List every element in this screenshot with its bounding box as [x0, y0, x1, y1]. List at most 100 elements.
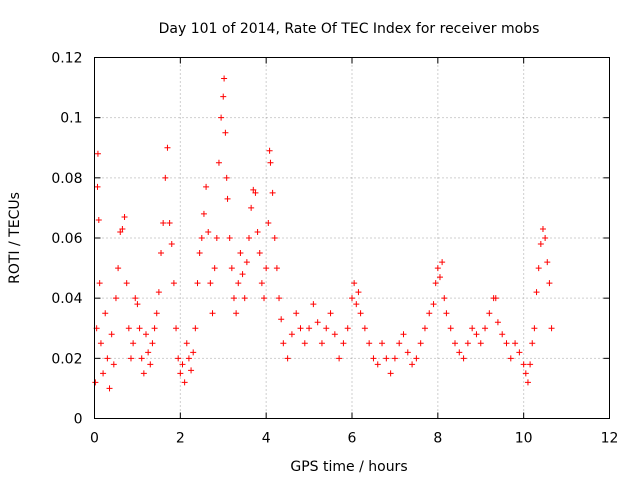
data-point: [361, 325, 368, 332]
data-point: [278, 316, 285, 323]
data-point: [533, 289, 540, 296]
data-point: [529, 340, 536, 347]
data-point: [443, 310, 450, 317]
data-point: [121, 213, 128, 220]
data-point: [254, 228, 261, 235]
data-point: [151, 325, 158, 332]
data-point: [158, 250, 165, 257]
data-point: [241, 295, 248, 302]
data-point: [173, 325, 180, 332]
data-point: [250, 186, 257, 193]
data-point: [409, 361, 416, 368]
data-point: [248, 204, 255, 211]
y-tick-label: 0.08: [51, 171, 82, 187]
data-point: [263, 265, 270, 272]
data-point: [136, 325, 143, 332]
data-point: [452, 340, 458, 347]
data-point: [235, 280, 242, 287]
data-point: [293, 310, 300, 317]
data-point: [383, 355, 390, 362]
chart-title: Day 101 of 2014, Rate Of TEC Index for r…: [159, 21, 540, 37]
data-point: [97, 340, 104, 347]
data-point: [516, 349, 523, 356]
data-point: [170, 280, 177, 287]
data-point: [404, 349, 411, 356]
data-point: [106, 385, 113, 392]
data-point: [96, 280, 103, 287]
data-point: [92, 379, 99, 386]
data-point: [123, 280, 130, 287]
data-point: [314, 319, 321, 326]
data-point: [544, 259, 551, 266]
data-point: [486, 310, 493, 317]
x-axis-label: GPS time / hours: [290, 459, 407, 475]
data-point: [209, 310, 216, 317]
data-point: [223, 174, 230, 181]
data-point: [181, 379, 188, 386]
data-point: [355, 289, 362, 296]
data-point: [436, 274, 443, 281]
data-point: [288, 331, 295, 338]
data-point: [203, 183, 210, 190]
data-point: [207, 280, 214, 287]
data-point: [218, 114, 225, 121]
x-tick-label: 10: [515, 431, 533, 447]
data-point: [456, 349, 463, 356]
data-point: [473, 331, 480, 338]
data-point: [271, 235, 278, 241]
data-point: [149, 340, 156, 347]
data-point: [387, 370, 394, 377]
x-tick-label: 0: [90, 431, 99, 447]
data-point: [469, 325, 476, 332]
data-points: [92, 75, 555, 392]
data-point: [400, 331, 407, 338]
data-point: [162, 174, 169, 181]
data-point: [228, 265, 235, 272]
data-point: [160, 219, 167, 226]
data-point: [301, 340, 308, 347]
data-point: [349, 295, 355, 302]
x-tick-label: 4: [262, 431, 271, 447]
data-point: [220, 93, 227, 100]
data-point: [520, 361, 527, 368]
data-point: [224, 195, 231, 202]
data-point: [115, 265, 122, 272]
data-point: [230, 295, 237, 302]
data-point: [132, 295, 139, 302]
data-point: [127, 355, 134, 362]
data-point: [327, 310, 334, 317]
data-point: [143, 331, 149, 338]
data-point: [370, 355, 377, 362]
data-point: [175, 355, 182, 362]
data-point: [222, 129, 229, 136]
data-point: [108, 331, 115, 338]
data-point: [336, 355, 343, 362]
data-point: [166, 219, 173, 226]
data-point: [130, 340, 137, 347]
data-point: [138, 355, 145, 362]
data-point: [205, 228, 212, 235]
data-point: [447, 325, 454, 332]
data-point: [194, 280, 201, 287]
data-point: [147, 361, 154, 368]
x-tick-label: 6: [348, 431, 357, 447]
y-tick-label: 0: [74, 412, 83, 428]
data-point: [318, 340, 325, 347]
y-tick-label: 0.02: [51, 351, 82, 367]
data-point: [215, 159, 222, 166]
data-point: [243, 259, 250, 266]
data-point: [353, 301, 360, 308]
data-point: [192, 325, 199, 332]
data-point: [95, 216, 102, 223]
data-point: [464, 340, 471, 347]
data-point: [441, 295, 448, 302]
data-point: [112, 295, 119, 302]
data-point: [213, 235, 220, 241]
data-point: [512, 340, 519, 347]
data-point: [524, 379, 531, 386]
data-point: [140, 370, 147, 377]
data-point: [522, 370, 529, 377]
x-tick-label: 2: [176, 431, 185, 447]
data-point: [276, 295, 283, 302]
data-point: [145, 349, 152, 356]
